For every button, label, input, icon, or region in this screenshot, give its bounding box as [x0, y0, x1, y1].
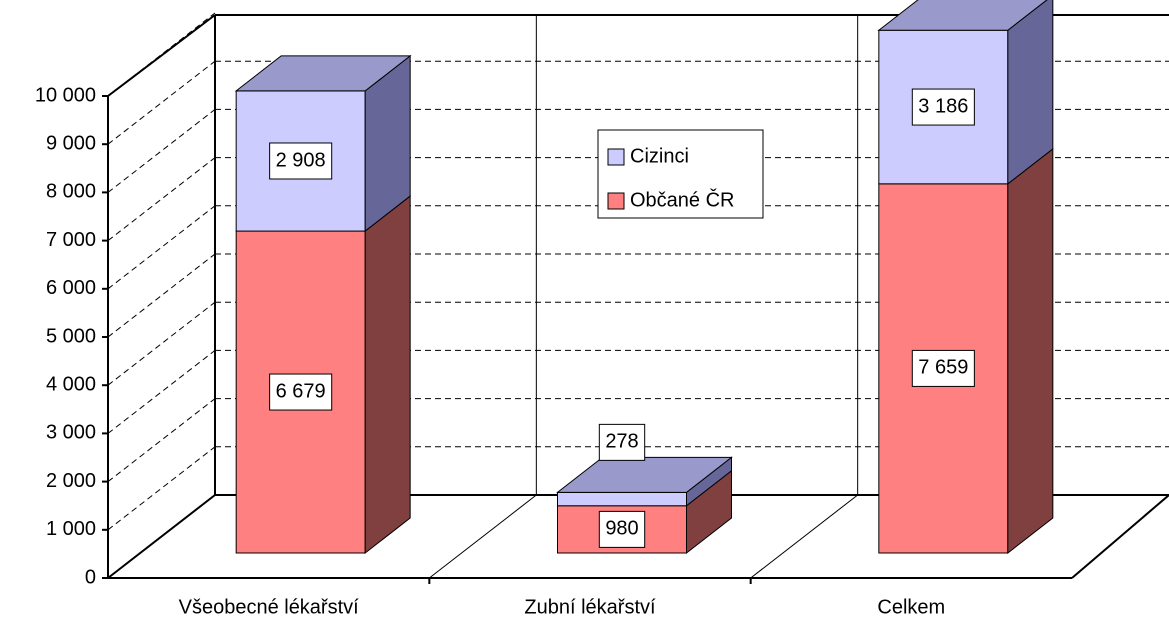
y-tick-label: 5 000 — [46, 325, 96, 347]
grid-line — [107, 301, 216, 386]
category-divider — [429, 494, 537, 579]
data-label-box — [598, 423, 646, 461]
y-tick-label: 9 000 — [46, 132, 96, 154]
data-label — [269, 373, 333, 411]
data-label — [911, 88, 975, 126]
data-label-text: 2 908 — [276, 149, 326, 171]
category-divider — [750, 494, 858, 579]
bar-top — [877, 0, 1048, 31]
y-tick-label: 8 000 — [46, 181, 96, 203]
bar-side — [1007, 0, 1054, 185]
bar-side — [1007, 147, 1054, 555]
y-tick-label: 7 000 — [46, 229, 96, 251]
data-label-box — [598, 510, 646, 548]
bar-segment — [557, 491, 687, 507]
y-tick-label: 6 000 — [46, 277, 96, 299]
y-tick-label: 4 000 — [46, 373, 96, 395]
x-tick-label: Celkem — [877, 596, 945, 618]
y-tick-label: 3 000 — [46, 422, 96, 444]
legend-label: Občané ČR — [630, 188, 735, 211]
data-label-box — [269, 142, 333, 180]
data-label — [598, 423, 646, 461]
data-label — [598, 510, 646, 548]
x-tick-label: Všeobecné lékařství — [179, 596, 360, 618]
y-tick-label: 10 000 — [35, 84, 96, 106]
grid-line — [107, 109, 216, 193]
data-label-box — [911, 349, 975, 387]
legend-swatch — [607, 192, 625, 210]
data-label — [269, 142, 333, 180]
grid-line — [107, 398, 216, 482]
y-tick-label: 0 — [85, 566, 96, 588]
data-label-box — [269, 373, 333, 411]
data-label-text: 980 — [605, 518, 638, 540]
data-label-box — [911, 88, 975, 126]
grid-line — [107, 350, 216, 434]
data-label-text: 7 659 — [918, 357, 968, 379]
y-tick-label: 1 000 — [46, 518, 96, 540]
grid-line — [107, 157, 216, 241]
grid-line — [107, 253, 216, 338]
bar-top — [556, 456, 733, 493]
legend — [597, 129, 764, 219]
y-tick-label: 2 000 — [46, 470, 96, 492]
grid-line — [107, 12, 216, 97]
data-label-text: 278 — [605, 431, 638, 453]
x-tick-label: Zubní lékařství — [524, 596, 656, 618]
legend-swatch — [607, 148, 625, 166]
bar-side — [364, 195, 411, 555]
grid-line — [107, 446, 216, 531]
bar-top — [234, 55, 412, 92]
grid-line — [107, 205, 216, 290]
data-label-text: 6 679 — [276, 380, 326, 402]
legend-label: Cizinci — [630, 145, 689, 167]
grid-line — [107, 60, 216, 145]
data-label-text: 3 186 — [918, 95, 968, 117]
data-label — [911, 349, 975, 387]
